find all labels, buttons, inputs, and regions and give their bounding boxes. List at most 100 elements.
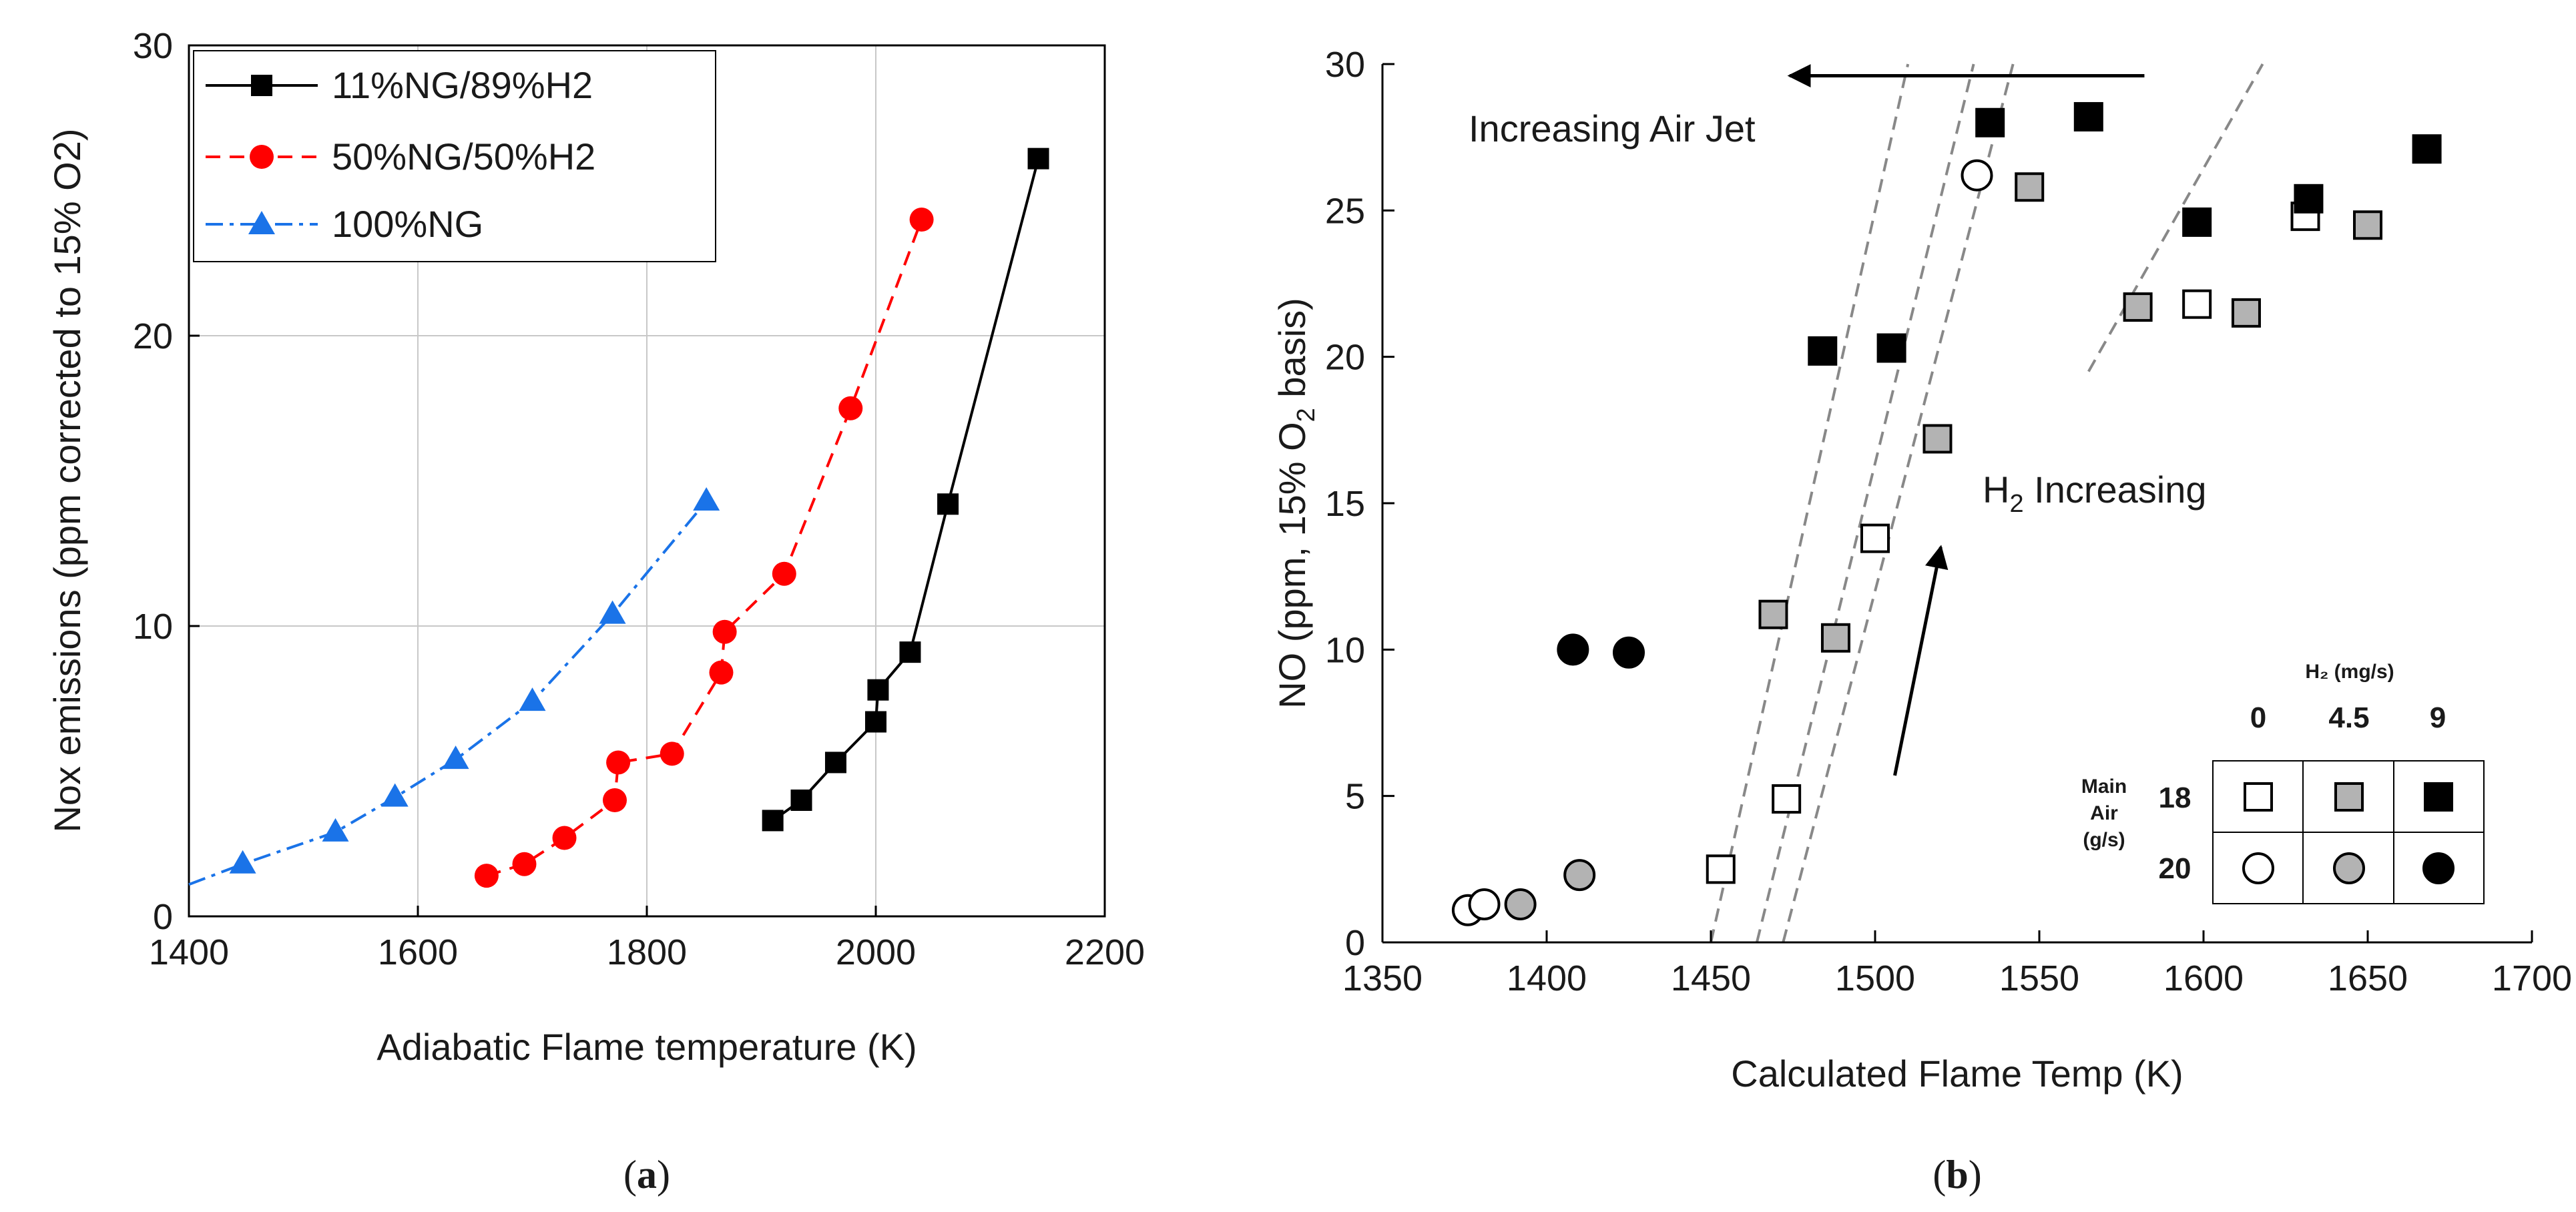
data-point-square-gray-16 <box>2123 292 2153 322</box>
data-point-11-ng-89-h2-3 <box>865 711 886 733</box>
inset-marker-square-gray <box>2334 782 2364 812</box>
annotation-h2-increasing: H2 Increasing <box>1983 469 2207 518</box>
chart-b-x-tick-label-1550: 1550 <box>1999 958 2079 998</box>
data-point-square-white-10 <box>2182 289 2212 319</box>
chart-b-y-tick-label-15: 15 <box>1325 484 1365 524</box>
data-point-square-black-20 <box>1876 333 1906 363</box>
data-point-square-black-22 <box>2073 101 2103 131</box>
data-point-square-black-25 <box>2412 134 2442 164</box>
inset-row-header-main: Main <box>2081 776 2127 798</box>
chart-a-y-tick-label-10: 10 <box>133 607 173 647</box>
annotation-h2-tail: Increasing <box>2024 469 2207 511</box>
legend-label-50ng-50h2: 50%NG/50%H2 <box>332 135 595 178</box>
legend-marker-11ng-89h2 <box>251 75 272 96</box>
data-point-50-ng-50-h2-10 <box>909 208 934 232</box>
data-point-11-ng-89-h2-1 <box>790 790 812 811</box>
panel-label-b-open: ( <box>1933 1153 1946 1197</box>
data-point-square-white-9 <box>1860 523 1890 553</box>
annotation-h2-sub: 2 <box>2009 490 2023 518</box>
data-point-circle-white-1 <box>1468 888 1501 920</box>
data-point-100-ng-3 <box>442 745 469 770</box>
data-point-50-ng-50-h2-3 <box>602 788 627 812</box>
data-point-circle-white-6 <box>1961 159 1993 192</box>
legend-item-50ng-50h2: 50%NG/50%H2 <box>206 135 595 178</box>
panel-label-b: (b) <box>1933 1153 1981 1197</box>
chart-a-y-axis-title: Nox emissions (ppm corrected to 15% O2) <box>46 128 88 832</box>
data-point-50-ng-50-h2-4 <box>606 750 631 775</box>
inset-marker-circle-white <box>2242 852 2274 884</box>
legend-marker-100ng <box>248 211 275 234</box>
inset-title: H₂ (mg/s) <box>2305 661 2394 683</box>
data-point-square-black-19 <box>1808 336 1838 366</box>
inset-marker-square-black <box>2424 782 2453 812</box>
data-point-square-black-23 <box>2182 207 2212 237</box>
chart-a: 1400 1600 1800 2000 2200 0 10 20 30 Adiabatic Fl… <box>46 26 1145 1197</box>
data-point-100-ng-1 <box>322 818 349 842</box>
chart-b-ticks: 1350 1400 1450 1500 1550 1600 1650 170005101520… <box>1325 45 2572 998</box>
legend-label-100ng: 100%NG <box>332 203 483 245</box>
panel-label-a-letter: a <box>637 1153 657 1197</box>
inset-row-label-20: 20 <box>2159 852 2192 885</box>
chart-b-y-tick-label-5: 5 <box>1345 777 1365 817</box>
data-point-11-ng-89-h2-2 <box>824 751 846 774</box>
panel-label-a: (a) <box>623 1153 670 1197</box>
panel-label-a-close: ) <box>657 1153 670 1197</box>
data-point-square-black-24 <box>2294 184 2324 214</box>
data-point-50-ng-50-h2-8 <box>772 561 796 586</box>
data-point-circle-gray-2 <box>1504 888 1537 920</box>
inset-col-4-5: 4.5 <box>2328 701 2369 734</box>
legend-label-11ng-89h2: 11%NG/89%H2 <box>332 64 593 106</box>
chart-b-x-tick-label-1600: 1600 <box>2163 958 2244 998</box>
inset-row-header-units: (g/s) <box>2083 829 2125 851</box>
data-point-square-gray-13 <box>1820 623 1850 653</box>
inset-col-9: 9 <box>2430 701 2446 734</box>
chart-a-series <box>188 147 1049 888</box>
h2-increasing-arrow <box>1893 545 1949 776</box>
data-point-square-gray-17 <box>2231 298 2261 328</box>
chart-a-x-tick-label-1600: 1600 <box>378 932 458 972</box>
inset-col-0: 0 <box>2250 701 2266 734</box>
data-point-circle-black-5 <box>1613 636 1645 669</box>
data-point-50-ng-50-h2-6 <box>709 660 734 685</box>
data-point-50-ng-50-h2-0 <box>474 864 499 888</box>
legend-marker-50ng-50h2 <box>250 145 274 169</box>
data-point-circle-black-4 <box>1557 633 1589 666</box>
chart-a-y-tick-label-20: 20 <box>133 316 173 356</box>
inset-marker-circle-black <box>2422 852 2455 884</box>
data-point-100-ng-6 <box>693 487 720 511</box>
chart-a-x-tick-label-1800: 1800 <box>607 932 687 972</box>
data-point-50-ng-50-h2-5 <box>660 741 684 766</box>
data-point-square-gray-15 <box>2015 172 2045 202</box>
annotation-h2-main: H <box>1983 469 2009 511</box>
chart-a-x-tick-label-2200: 2200 <box>1065 932 1145 972</box>
data-point-square-gray-12 <box>1758 599 1788 629</box>
chart-b-y-tick-label-20: 20 <box>1325 338 1365 378</box>
data-point-50-ng-50-h2-2 <box>552 826 577 850</box>
legend-item-100ng: 100%NG <box>206 203 483 245</box>
data-point-square-white-8 <box>1772 784 1802 814</box>
chart-a-y-tick-label-0: 0 <box>153 897 173 937</box>
trend-line-0 <box>1710 63 1910 943</box>
panel-label-b-close: ) <box>1969 1153 1982 1197</box>
annotation-increasing-air-jet: Increasing Air Jet <box>1469 107 1756 149</box>
chart-b: 1350 1400 1450 1500 1550 1600 1650 170005101520… <box>1271 45 2572 1197</box>
data-point-50-ng-50-h2-1 <box>512 852 537 876</box>
data-point-50-ng-50-h2-9 <box>838 396 863 420</box>
chart-b-y-tick-label-0: 0 <box>1345 923 1365 963</box>
data-point-11-ng-89-h2-7 <box>1027 147 1049 170</box>
panel-label-b-letter: b <box>1946 1153 1968 1197</box>
chart-b-y-axis-title: NO (ppm, 15% O2 basis) <box>1271 298 1320 709</box>
chart-b-x-tick-label-1400: 1400 <box>1507 958 1587 998</box>
chart-b-x-tick-label-1350: 1350 <box>1342 958 1423 998</box>
inset-marker-square-white <box>2244 782 2273 812</box>
chart-a-ticks: 1400 1600 1800 2000 2200 0 10 20 30 <box>133 26 1145 972</box>
inset-row-header-air: Air <box>2090 802 2118 824</box>
data-point-square-white-7 <box>1706 854 1736 884</box>
chart-a-x-axis-title: Adiabatic Flame temperature (K) <box>376 1026 917 1068</box>
chart-b-y-tick-label-10: 10 <box>1325 630 1365 670</box>
legend-item-11ng-89h2: 11%NG/89%H2 <box>206 64 593 106</box>
chart-b-points <box>1451 101 2442 926</box>
data-point-square-gray-18 <box>2353 210 2382 240</box>
trend-line-3 <box>2087 63 2264 372</box>
